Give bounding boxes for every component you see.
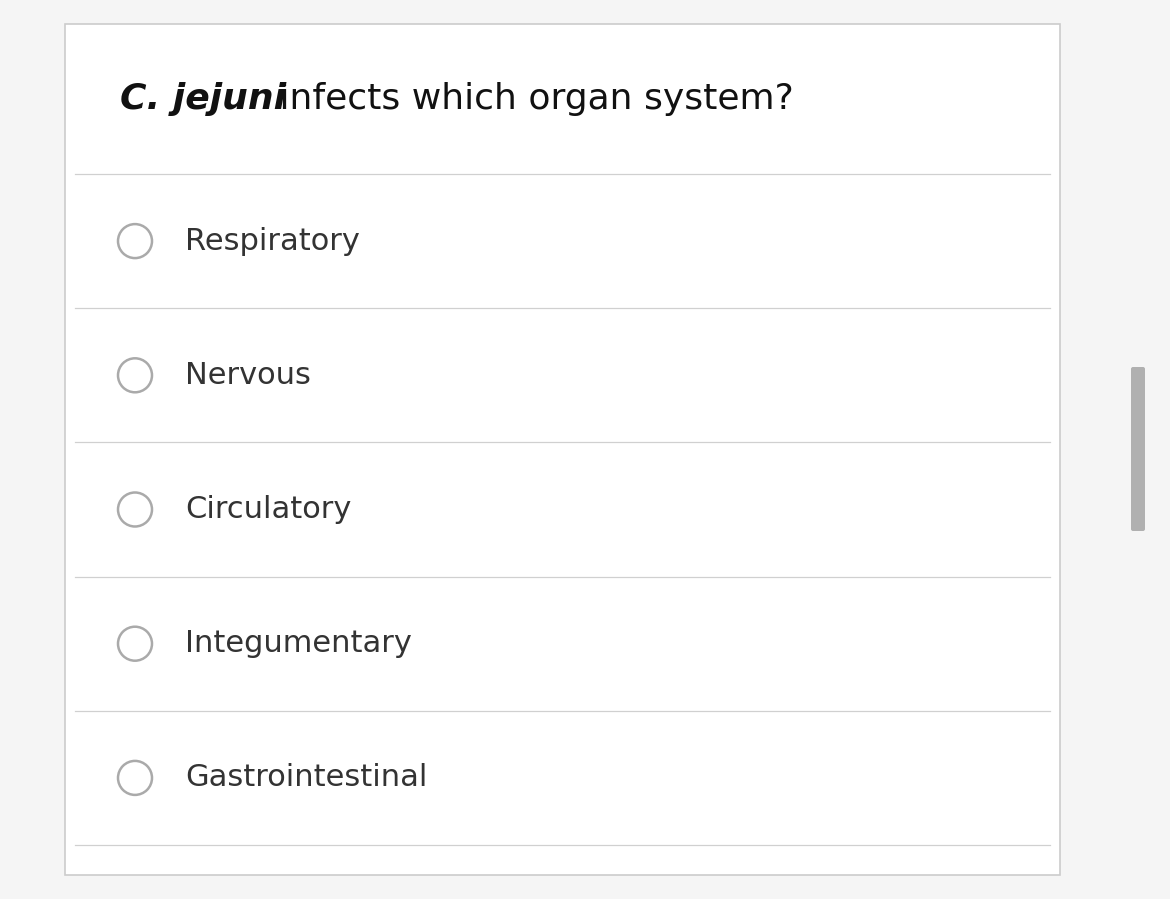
Text: Gastrointestinal: Gastrointestinal xyxy=(185,763,427,792)
FancyBboxPatch shape xyxy=(66,24,1060,875)
Text: Integumentary: Integumentary xyxy=(185,629,412,658)
Text: infects which organ system?: infects which organ system? xyxy=(268,82,793,116)
Text: Respiratory: Respiratory xyxy=(185,227,360,255)
FancyBboxPatch shape xyxy=(1131,367,1145,531)
Text: C. jejuni: C. jejuni xyxy=(121,82,285,116)
Text: Nervous: Nervous xyxy=(185,360,311,390)
Text: Circulatory: Circulatory xyxy=(185,495,351,524)
